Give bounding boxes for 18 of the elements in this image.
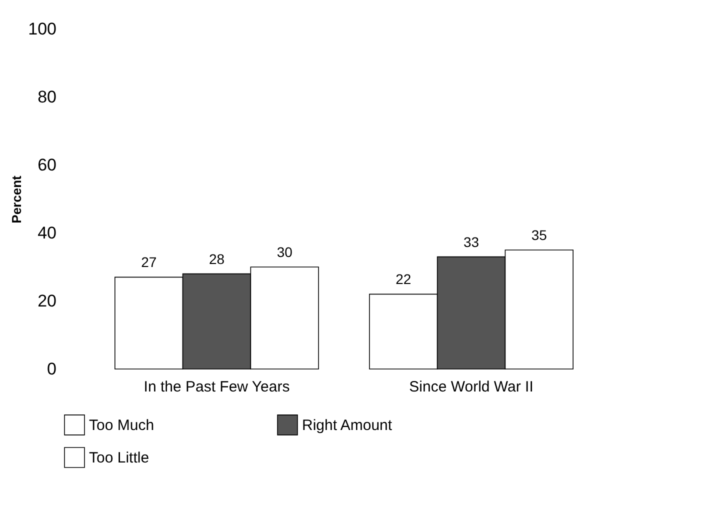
y-tick-label: 40 [38, 224, 56, 242]
data-label: 30 [276, 244, 293, 260]
y-tick-label: 0 [47, 360, 56, 378]
legend-label: Too Little [89, 450, 150, 466]
legend-label: Too Much [89, 416, 154, 434]
y-tick-label: 20 [38, 292, 56, 310]
y-tick-label: 100 [28, 20, 56, 38]
data-label: 35 [531, 227, 548, 243]
x-tick-label: In the Past Few Years [144, 378, 290, 396]
data-label: 22 [396, 271, 412, 288]
data-label: 28 [208, 250, 225, 267]
data-label: 33 [463, 234, 480, 250]
data-label: 27 [141, 254, 157, 270]
y-tick-label: 60 [38, 156, 56, 174]
y-tick-label: 80 [38, 88, 56, 106]
x-tick-label: Since World War II [409, 378, 534, 396]
y-axis-title: Percent [9, 174, 24, 224]
legend-label: Right Amount [302, 416, 393, 434]
